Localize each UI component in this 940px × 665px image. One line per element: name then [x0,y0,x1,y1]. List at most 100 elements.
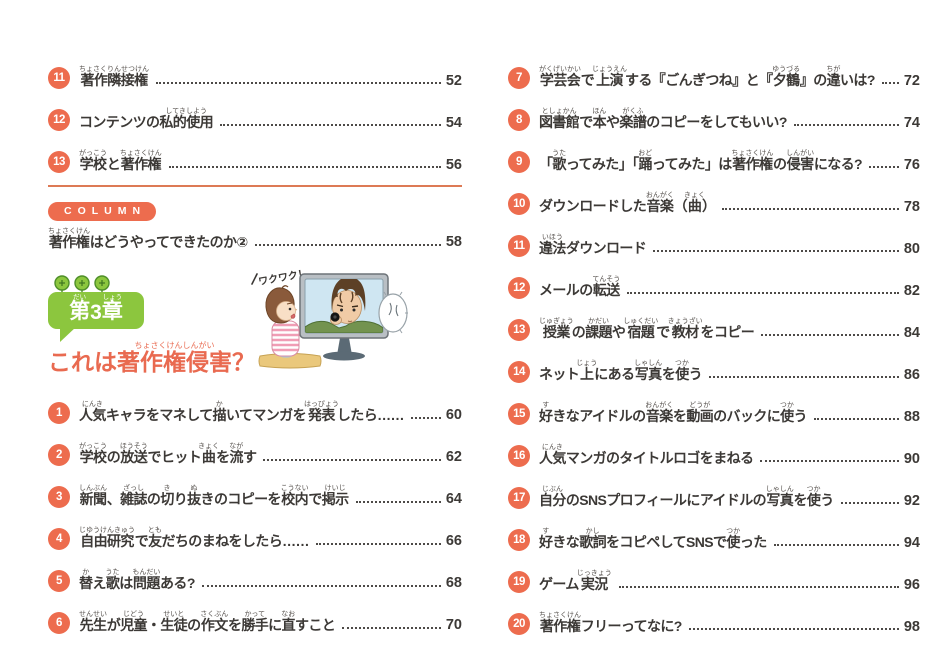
item-title: 違法いほうダウンロード [539,234,647,257]
striped-shirt [272,321,299,356]
speech-bubble-tail [60,326,76,342]
item-number-badge: 11 [508,235,530,257]
dotted-leader [355,500,441,503]
item-page-number: 58 [445,234,462,250]
dotted-leader [201,584,441,587]
toc-item: 6 先生せんせいが児童じどう・生徒せいとの作文さくぶんを勝手かってに直なおすこと 7… [48,597,462,639]
dotted-leader [220,124,441,126]
item-title: コンテンツの私的使用してきしよう [79,108,214,131]
item-page-number: 98 [903,618,920,635]
tv-set [299,273,389,361]
column-entry-container: 著作権ちょさくけんはどうやってできたのか② 58 [48,221,462,253]
dotted-leader [709,376,899,378]
toc-item: 5 替かえ歌うたは問題もんだいある? 68 [48,555,462,597]
chapter-heading: 第だい 3 章しょう これは著作権侵害ちょさくけんしんがい？ [48,274,462,387]
toc-item: 14 ネット上じょうにある写真しゃしんを使つかう 86 [508,346,920,388]
toc-item: 16 人気にんきマンガのタイトルロゴをまねる 90 [508,430,920,472]
item-title: 図書館としょかんで本ほんや楽譜がくふのコピーをしてもいい? [539,108,787,131]
item-number-badge: 8 [508,109,530,131]
column-entry: 著作権ちょさくけんはどうやってできたのか② 58 [48,221,462,253]
item-title: ネット上じょうにある写真しゃしんを使つかう [539,360,703,383]
item-page-number: 54 [445,114,462,131]
dotted-leader [773,544,899,546]
toc-item: 11 著作隣接権ちょさくりんせつけん 52 [48,52,462,94]
dotted-leader [254,243,441,246]
item-number-badge: 18 [508,529,530,551]
toc-item: 10 ダウンロードした音楽おんがく（曲きょく） 78 [508,178,920,220]
item-title: 先生せんせいが児童じどう・生徒せいとの作文さくぶんを勝手かってに直なおすこと [79,610,336,633]
toc-item: 20 著作権ちょさくけんフリーってなに? 98 [508,598,920,640]
dotted-leader [342,626,441,629]
dotted-leader [618,586,899,588]
toc-item: 1 人気にんきキャラをマネして描かいてマンガを発表はっぴょうしたら…… 60 [48,387,462,429]
item-number-badge: 19 [508,571,530,593]
dotted-leader [813,418,899,420]
dotted-leader [156,82,441,84]
item-title: メールの転送てんそう [539,276,621,299]
item-number-badge: 10 [508,193,530,215]
item-number-badge: 17 [508,487,530,509]
item-page-number: 66 [445,533,462,549]
item-number-badge: 13 [48,151,70,173]
item-number-badge: 6 [48,611,70,634]
toc-item: 12 コンテンツの私的使用してきしよう 54 [48,94,462,136]
item-title: 学芸会がくげいかいで上演じょうえんする『ごんぎつね』と『夕鶴ゆうづる』の違ちがい… [539,66,875,89]
item-title: 人気にんきキャラをマネして描かいてマンガを発表はっぴょうしたら…… [79,400,404,423]
dotted-leader [760,460,899,462]
section-divider [48,185,462,187]
dotted-leader [653,250,899,252]
dotted-leader [263,458,441,461]
dotted-leader [793,124,899,126]
toc-item: 13 学校がっこうと著作権ちょさくけん 56 [48,136,462,178]
dotted-leader [881,82,899,84]
dotted-leader [688,628,899,630]
toc-item: 13 授業じゅぎょうの課題かだいや宿題しゅくだいで教材きょうざいをコピー 84 [508,304,920,346]
item-number-badge: 13 [508,319,530,341]
item-number-badge: 2 [48,443,70,466]
item-page-number: 74 [903,114,920,131]
item-page-number: 94 [903,534,920,551]
item-page-number: 90 [903,450,920,467]
item-page-number: 78 [903,198,920,215]
dotted-leader [168,166,441,168]
toc-item: 3 新聞しんぶん、雑誌ざっしの切きり抜ぬきのコピーを校内こうないで掲示けいじ 64 [48,471,462,513]
dotted-leader [761,334,899,336]
item-title: 替かえ歌うたは問題もんだいある? [79,568,195,591]
item-title: ゲーム実況じっきょう [539,570,612,593]
toc-item: 18 好すきな歌詞かしをコピペしてSNSで使つかった 94 [508,514,920,556]
item-number-badge: 12 [508,277,530,299]
toc-item: 4 自由研究じゆうけんきゅうで友ともだちのまねをしたら…… 66 [48,513,462,555]
item-title: 自由研究じゆうけんきゅうで友ともだちのまねをしたら…… [79,526,310,549]
toc-item: 11 違法いほうダウンロード 80 [508,220,920,262]
dotted-leader [722,208,899,210]
open-mouth [290,313,296,319]
item-page-number: 80 [903,240,920,257]
toc-left-bottom-list: 1 人気にんきキャラをマネして描かいてマンガを発表はっぴょうしたら…… 60 2 学校が… [48,387,462,639]
dotted-leader [840,502,899,504]
item-number-badge: 9 [508,151,530,173]
item-page-number: 68 [445,575,462,591]
item-title: 著作権ちょさくけんフリーってなに? [539,612,682,635]
item-page-number: 72 [903,72,920,89]
item-number-badge: 1 [48,401,70,424]
toc-right-list: 7 学芸会がくげいかいで上演じょうえんする『ごんぎつね』と『夕鶴ゆうづる』の違ちが… [508,52,920,640]
item-page-number: 60 [445,407,462,423]
toc-item: 9 「歌うたってみた」「踊おどってみた」は著作権ちょさくけんの侵害しんがいになる?… [508,136,920,178]
item-page-number: 86 [903,366,920,383]
toc-item: 15 好すきなアイドルの音楽おんがくを動画どうがのバックに使つかう 88 [508,388,920,430]
movie-character [305,279,383,333]
item-number-badge: 5 [48,569,70,592]
item-title: 授業じゅぎょうの課題かだいや宿題しゅくだいで教材きょうざいをコピー [539,318,755,341]
item-page-number: 96 [903,576,920,593]
item-number-badge: 11 [48,67,70,89]
dotted-leader [315,542,441,545]
item-number-badge: 20 [508,613,530,635]
toc-right-column: 7 学芸会がくげいかいで上演じょうえんする『ごんぎつね』と『夕鶴ゆうづる』の違ちが… [508,52,920,640]
item-page-number: 62 [445,449,462,465]
item-title: ダウンロードした音楽おんがく（曲きょく） [539,192,716,215]
item-number-badge: 16 [508,445,530,467]
toc-item: 19 ゲーム実況じっきょう 96 [508,556,920,598]
trees-icon [54,274,110,297]
chapter-number-badge: 第だい 3 章しょう [48,291,144,329]
